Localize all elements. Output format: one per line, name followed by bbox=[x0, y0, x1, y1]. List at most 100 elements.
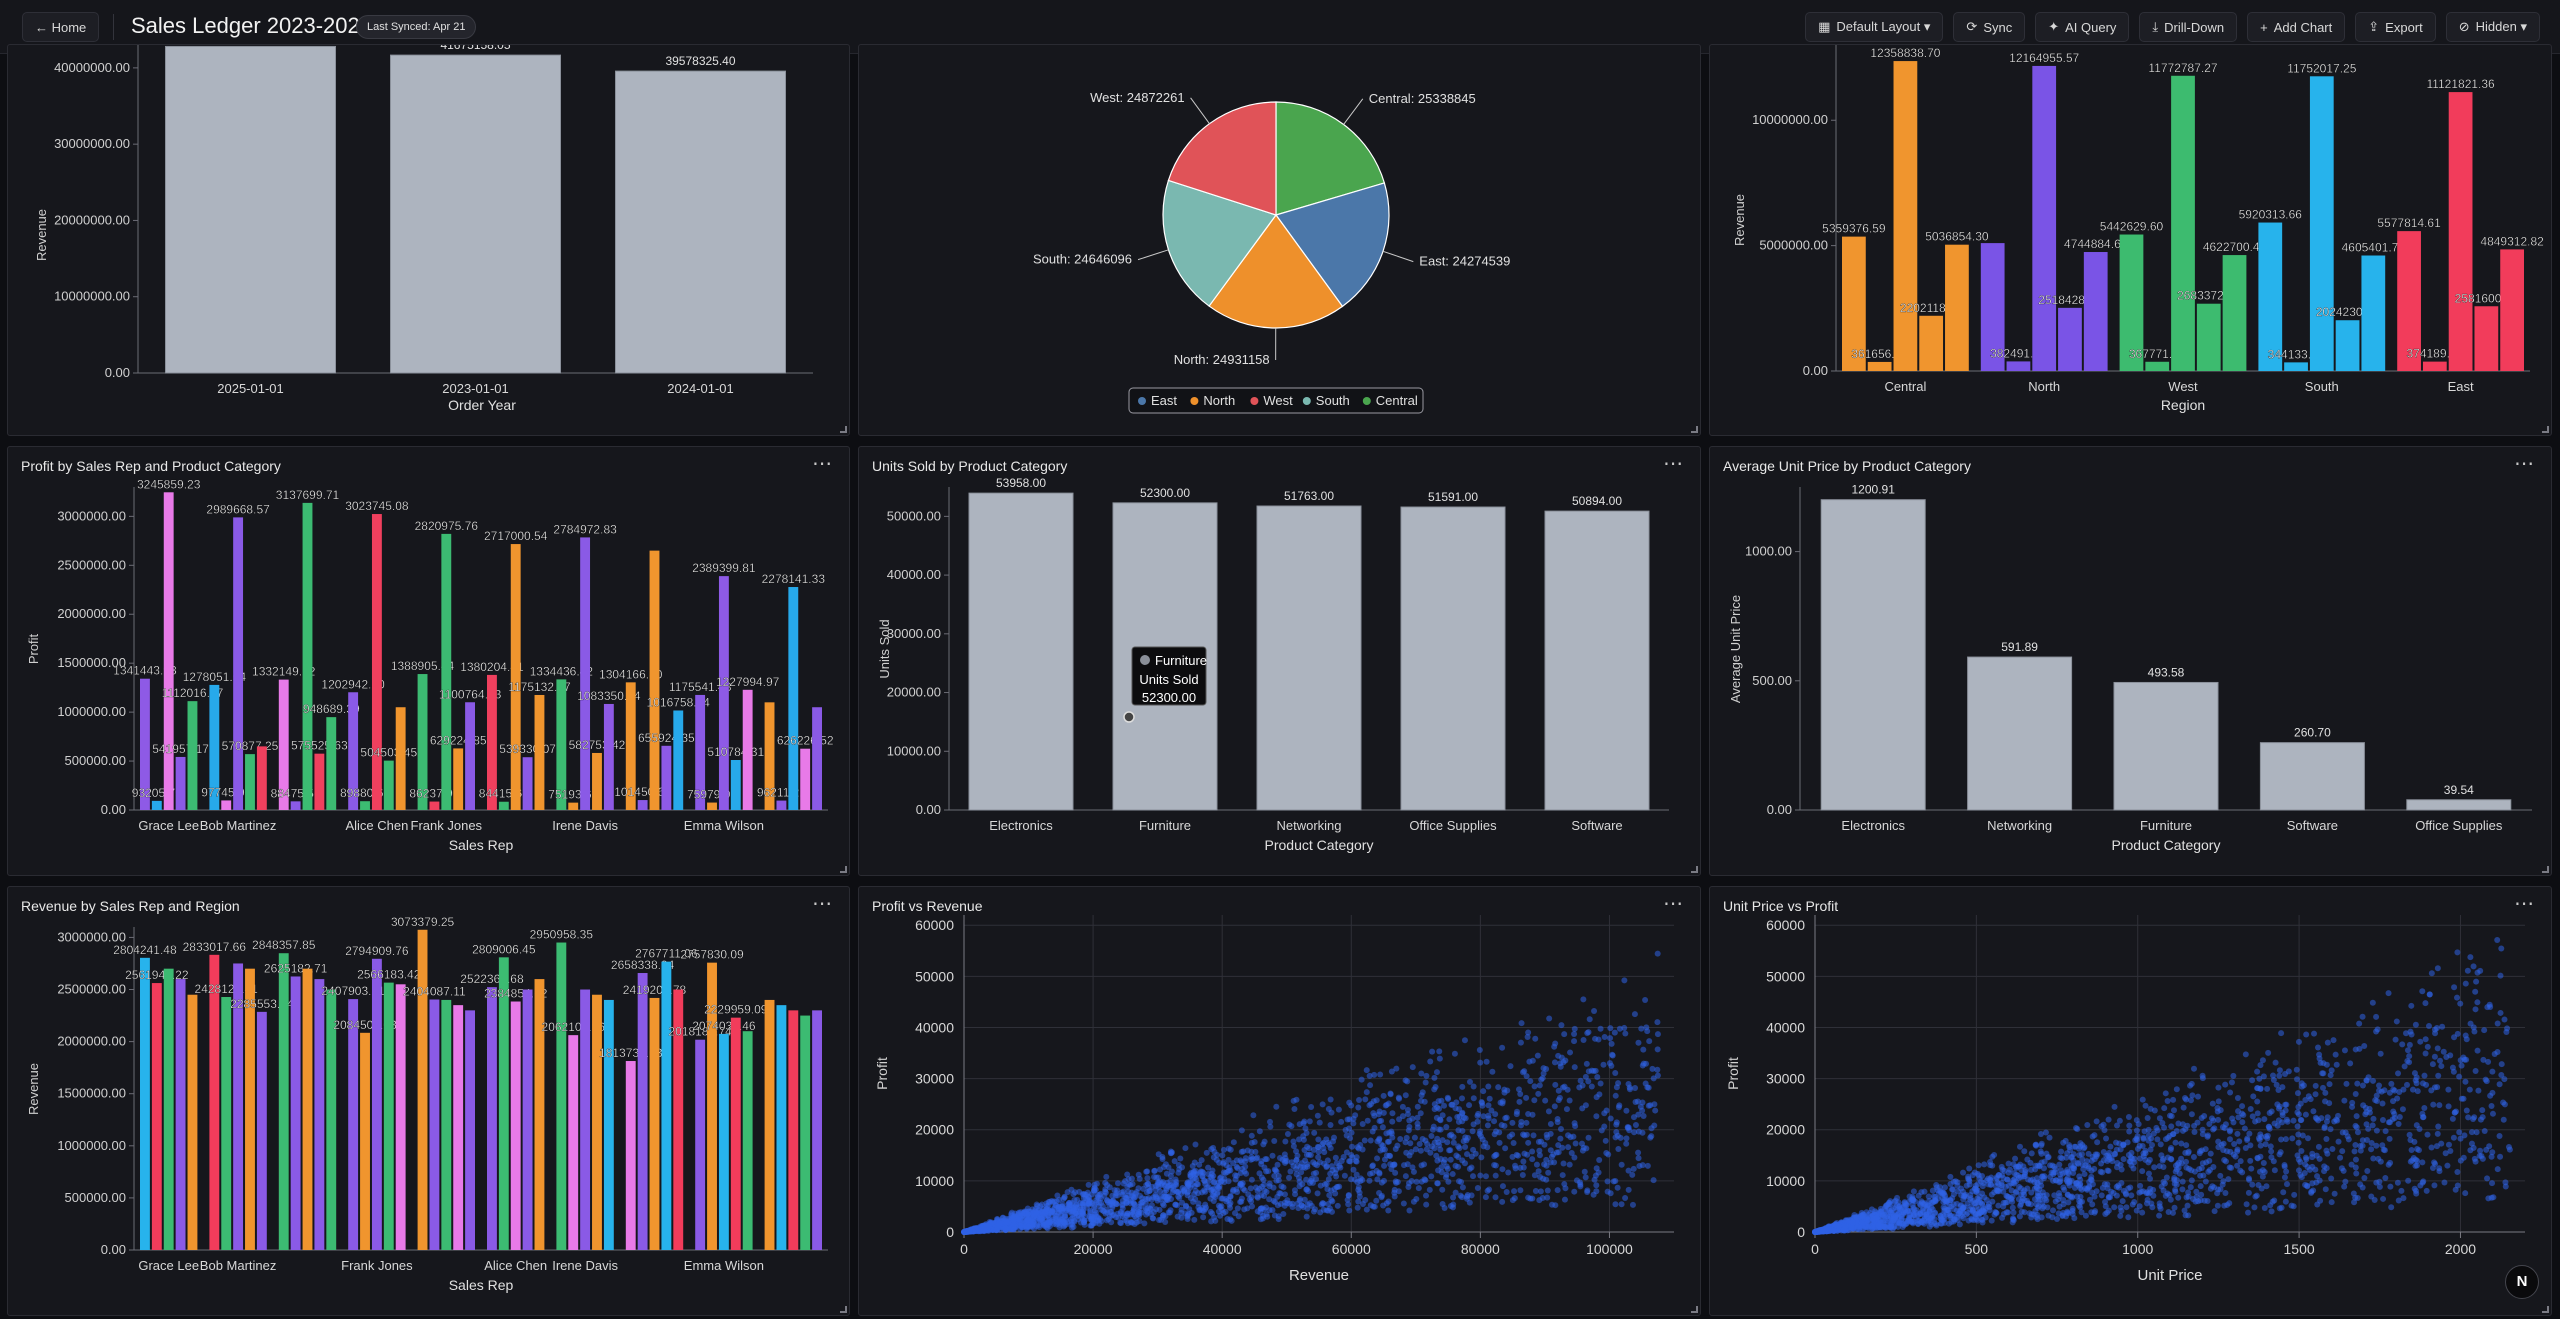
scatter-point bbox=[2377, 1050, 2384, 1057]
resize-handle[interactable] bbox=[2542, 1306, 2549, 1313]
scatter-point bbox=[1445, 1095, 1452, 1102]
scatter-point bbox=[1349, 1143, 1356, 1150]
bar bbox=[1400, 506, 1506, 811]
resize-handle[interactable] bbox=[840, 866, 847, 873]
assistant-fab-button[interactable]: N bbox=[2505, 1265, 2539, 1299]
sync-button[interactable]: ⟳ Sync bbox=[1953, 12, 2026, 42]
drill-down-icon: ⤓ bbox=[2152, 19, 2159, 34]
scatter-point bbox=[1468, 1192, 1475, 1199]
x-axis-label: Product Category bbox=[2112, 837, 2221, 853]
resize-handle[interactable] bbox=[840, 426, 847, 433]
export-icon: ⇪ bbox=[2368, 19, 2380, 34]
resize-handle[interactable] bbox=[1691, 866, 1698, 873]
scatter-point bbox=[1071, 1218, 1078, 1225]
scatter-point bbox=[2009, 1204, 2016, 1211]
drill-down-button[interactable]: ⤓ Drill-Down bbox=[2139, 12, 2238, 42]
scatter-point bbox=[1543, 1156, 1550, 1163]
bar-value-label: 2407903.61 bbox=[321, 984, 385, 998]
legend-label: North bbox=[1203, 393, 1235, 408]
scatter-point bbox=[2331, 1190, 2338, 1197]
tooltip-metric: Units Sold bbox=[1139, 672, 1198, 687]
scatter-point bbox=[1466, 1078, 1473, 1085]
bar-value-label: 39578325.40 bbox=[665, 54, 735, 68]
scatter-point bbox=[2494, 1020, 2501, 1027]
scatter-point bbox=[1327, 1145, 1334, 1152]
bar bbox=[360, 801, 370, 810]
scatter-point bbox=[2183, 1096, 2190, 1103]
scatter-point bbox=[2180, 1104, 2187, 1111]
scatter-point bbox=[1507, 1063, 1514, 1070]
scatter-point bbox=[1281, 1202, 1288, 1209]
scatter-point bbox=[1332, 1190, 1339, 1197]
pie-slice bbox=[1208, 213, 1344, 329]
scatter-point bbox=[1836, 1223, 1843, 1230]
bar bbox=[2309, 76, 2334, 371]
panel-menu-icon[interactable]: ⋯ bbox=[2514, 453, 2535, 475]
scatter-point bbox=[2084, 1122, 2091, 1129]
scatter-point bbox=[1975, 1162, 1982, 1169]
scatter-point bbox=[1585, 1029, 1592, 1036]
panel-menu-icon[interactable]: ⋯ bbox=[1663, 453, 1684, 475]
x-tick-label: 100000 bbox=[1586, 1241, 1633, 1257]
scatter-point bbox=[2357, 1142, 2364, 1149]
scatter-point bbox=[1381, 1156, 1388, 1163]
scatter-point bbox=[1567, 1134, 1574, 1141]
scatter-point bbox=[2282, 1136, 2289, 1143]
scatter-point bbox=[1304, 1163, 1311, 1170]
scatter-point bbox=[2234, 1094, 2241, 1101]
panel-menu-icon[interactable]: ⋯ bbox=[812, 453, 833, 475]
scatter-point bbox=[2104, 1209, 2111, 1216]
scatter-point bbox=[2085, 1150, 2092, 1157]
x-tick-label: West bbox=[2168, 379, 2198, 394]
resize-handle[interactable] bbox=[1691, 426, 1698, 433]
scatter-point bbox=[2157, 1205, 2164, 1212]
scatter-point bbox=[1497, 1099, 1504, 1106]
resize-handle[interactable] bbox=[2542, 866, 2549, 873]
scatter-point bbox=[2140, 1188, 2147, 1195]
panel-menu-icon[interactable]: ⋯ bbox=[812, 893, 833, 915]
scatter-point bbox=[2222, 1190, 2229, 1197]
add-chart-button[interactable]: + Add Chart bbox=[2247, 12, 2346, 42]
hidden-button[interactable]: ⊘ Hidden ▾ bbox=[2445, 12, 2540, 42]
scatter-point bbox=[2099, 1169, 2106, 1176]
scatter-point bbox=[2298, 1147, 2305, 1154]
scatter-point bbox=[2450, 1068, 2457, 1075]
scatter-point bbox=[1359, 1120, 1366, 1127]
scatter-point bbox=[2322, 1098, 2329, 1105]
scatter-point bbox=[2319, 1084, 2326, 1091]
scatter-point bbox=[1243, 1170, 1250, 1177]
y-tick-label: 30000 bbox=[1766, 1071, 1805, 1087]
home-button[interactable]: ← Home bbox=[22, 12, 100, 42]
resize-handle[interactable] bbox=[840, 1306, 847, 1313]
bar bbox=[2259, 742, 2365, 811]
scatter-point bbox=[2412, 1156, 2419, 1163]
default-layout-button[interactable]: ▦ Default Layout ▾ bbox=[1805, 12, 1944, 42]
panel-menu-icon[interactable]: ⋯ bbox=[1663, 893, 1684, 915]
scatter-point bbox=[2436, 1102, 2443, 1109]
scatter-point bbox=[2074, 1126, 2081, 1133]
scatter-point bbox=[2055, 1210, 2062, 1217]
scatter-point bbox=[2256, 1168, 2263, 1175]
export-button[interactable]: ⇪ Export bbox=[2355, 12, 2436, 42]
sync-icon: ⟳ bbox=[1966, 19, 1978, 34]
scatter-point bbox=[1403, 1149, 1410, 1156]
resize-handle[interactable] bbox=[1691, 1306, 1698, 1313]
bar-value-label: 2278141.33 bbox=[762, 572, 826, 586]
chart-panel-region-pie: Central: 25338845 East: 24274539 North: 24… bbox=[858, 44, 1701, 436]
ai-query-button[interactable]: ✦ AI Query bbox=[2035, 12, 2130, 42]
scatter-point bbox=[1389, 1134, 1396, 1141]
scatter-point bbox=[1909, 1202, 1916, 1209]
panel-menu-icon[interactable]: ⋯ bbox=[2514, 893, 2535, 915]
scatter-point bbox=[1214, 1182, 1221, 1189]
bar bbox=[707, 962, 717, 1250]
bar-value-label: 2989668.57 bbox=[206, 502, 270, 516]
scatter-point bbox=[1650, 1177, 1657, 1184]
scatter-point bbox=[1407, 1140, 1414, 1147]
scatter-point bbox=[2323, 1165, 2330, 1172]
scatter-point bbox=[2298, 1083, 2305, 1090]
scatter-point bbox=[1956, 1221, 1963, 1228]
scatter-point bbox=[1049, 1208, 1056, 1215]
resize-handle[interactable] bbox=[2542, 426, 2549, 433]
y-tick-label: 40000000.00 bbox=[54, 60, 130, 75]
scatter-point bbox=[1412, 1146, 1419, 1153]
